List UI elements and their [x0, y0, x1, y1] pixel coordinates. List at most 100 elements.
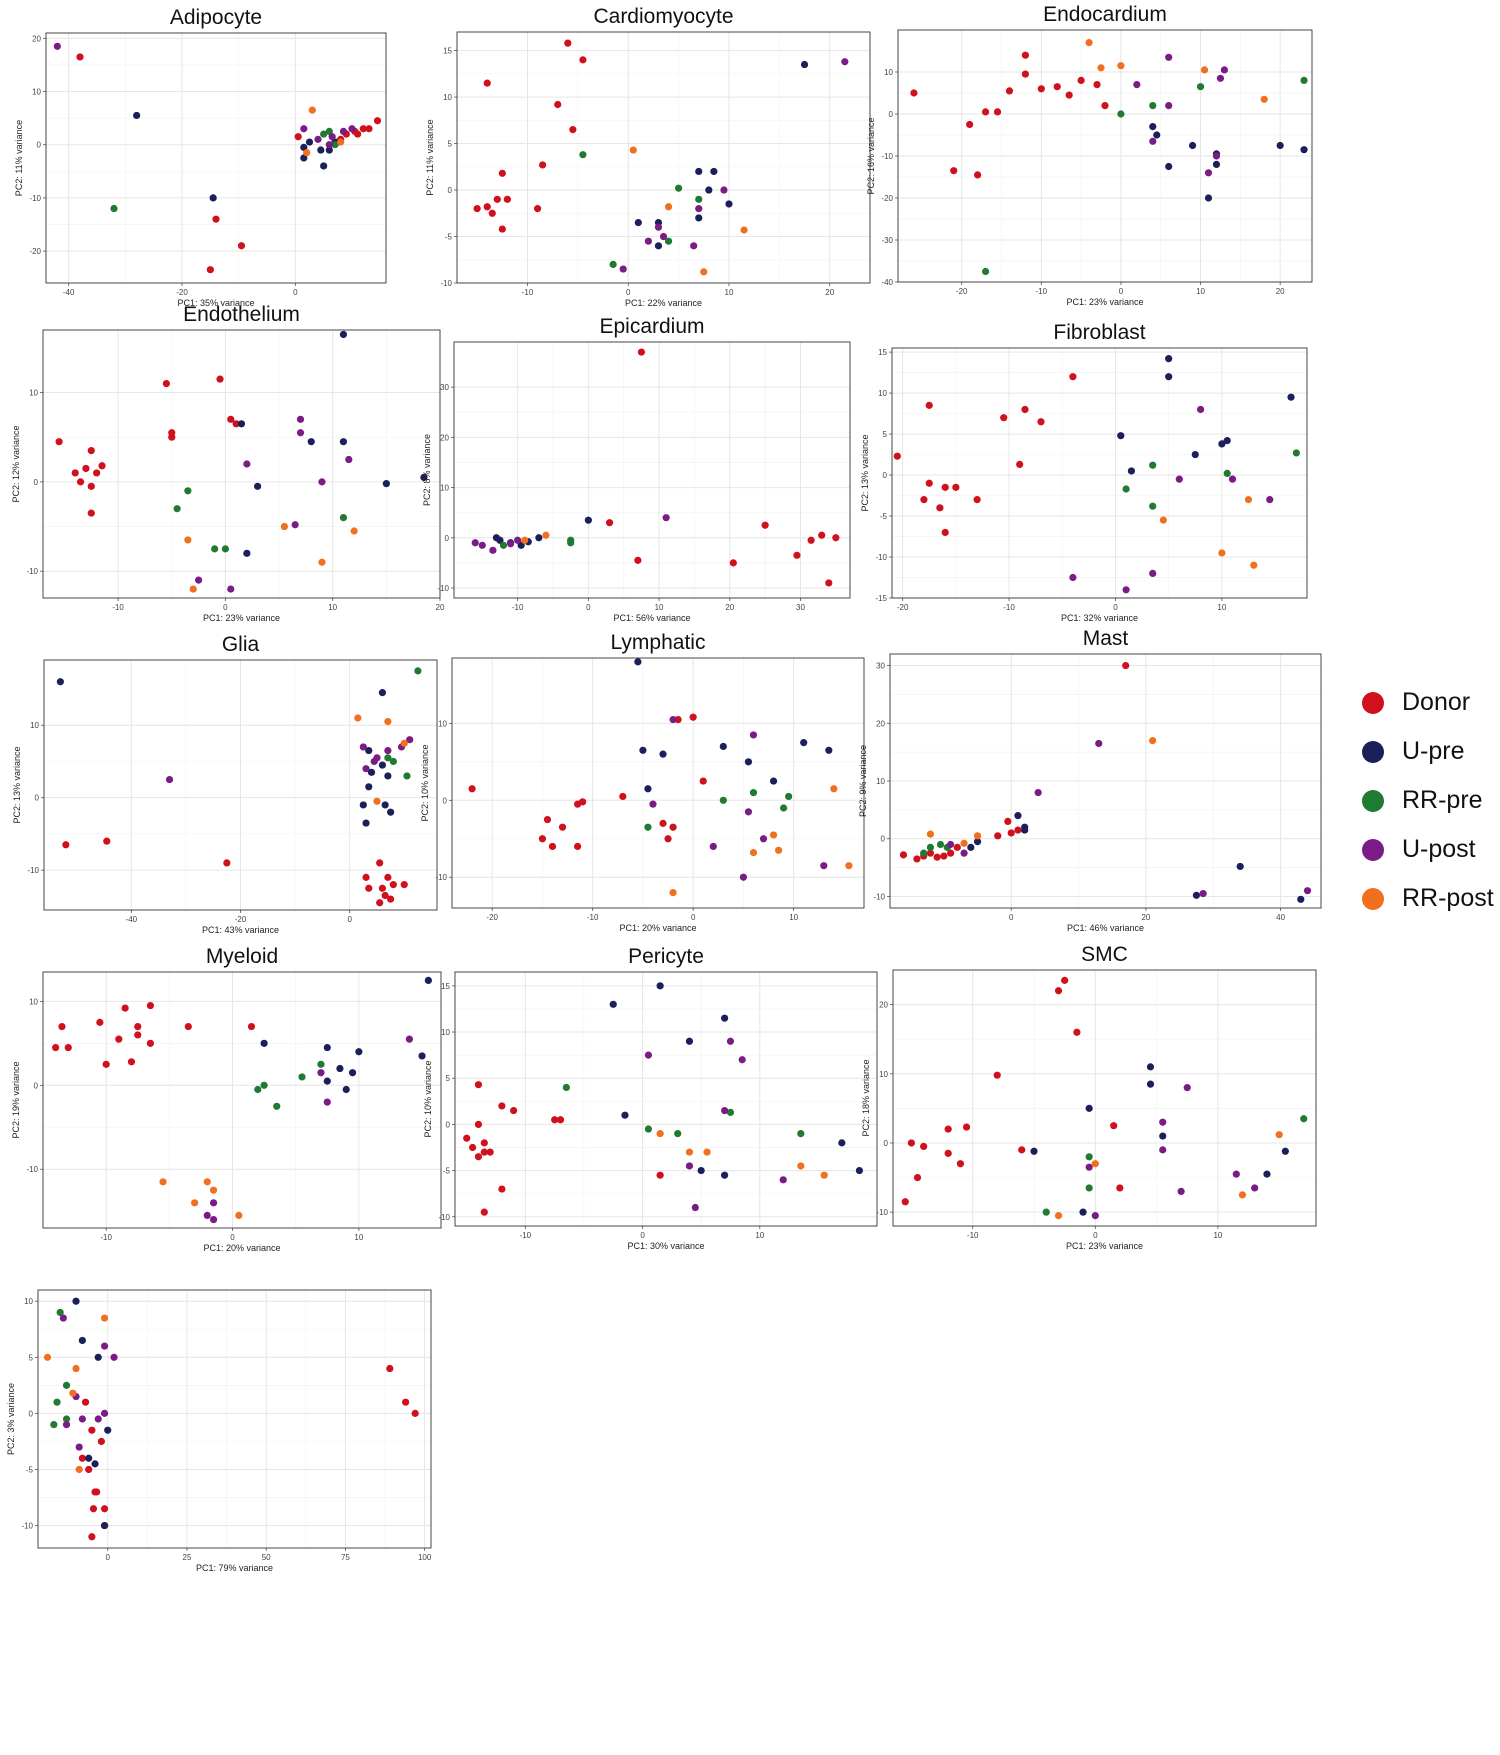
point-upost: [1034, 788, 1042, 797]
point-donor: [227, 415, 235, 423]
point-upost: [300, 125, 308, 133]
point-donor: [944, 1125, 952, 1133]
point-donor: [993, 108, 1002, 116]
point-upre: [685, 1037, 694, 1045]
point-rrpre: [981, 267, 990, 276]
x-axis-label: PC1: 30% variance: [627, 1241, 704, 1251]
point-donor: [1037, 418, 1045, 426]
point-upre: [710, 167, 718, 176]
point-donor: [899, 851, 908, 859]
point-upre: [634, 218, 642, 227]
point-donor: [925, 401, 933, 409]
point-donor: [1016, 460, 1024, 468]
y-axis-label: PC2: 13% variance: [12, 746, 22, 823]
point-donor: [533, 205, 542, 213]
panel-border: [454, 971, 878, 1227]
point-upost: [471, 539, 479, 547]
tick-label-y: 0: [884, 1139, 889, 1148]
point-rrpost: [191, 1199, 199, 1207]
y-axis-label: PC2: 11% variance: [425, 119, 435, 195]
point-rrpost: [209, 1186, 218, 1194]
point-rrpre: [221, 545, 230, 553]
point-rrpre: [62, 1415, 71, 1423]
point-upre: [695, 167, 703, 176]
point-upre: [1297, 895, 1305, 903]
tick-label-x: 20: [436, 603, 445, 612]
point-rrpre: [1292, 449, 1300, 457]
point-donor: [212, 215, 220, 223]
point-rrpost: [926, 830, 935, 838]
point-donor: [354, 130, 362, 138]
tick-label-y: 15: [443, 47, 452, 56]
tick-label-y: 20: [32, 34, 41, 43]
point-donor: [1000, 414, 1008, 422]
point-upre: [639, 746, 647, 754]
point-donor: [58, 1022, 66, 1031]
point-donor: [993, 1071, 1001, 1079]
point-rrpost: [830, 785, 838, 793]
tick-label-y: -10: [873, 892, 885, 901]
x-axis-label: PC1: 35% variance: [177, 298, 254, 308]
x-axis-label: PC1: 20% variance: [619, 923, 696, 933]
tick-label-x: -10: [100, 1233, 112, 1242]
point-upost: [690, 242, 698, 250]
point-rrpost: [354, 714, 362, 722]
point-rrpre: [1122, 485, 1130, 493]
legend-item-rr-post: RR-post: [1358, 882, 1498, 931]
point-rrpre: [254, 1085, 262, 1094]
point-rrpost: [203, 1178, 211, 1186]
point-donor: [901, 1198, 909, 1206]
point-donor: [674, 715, 682, 724]
panel-title: SMC: [1081, 943, 1128, 966]
point-upre: [362, 819, 370, 827]
tick-label-y: 20: [879, 1001, 888, 1010]
point-rrpre: [414, 667, 422, 675]
point-rrpost: [318, 558, 326, 566]
tick-label-y: 10: [879, 1070, 888, 1079]
point-upost: [759, 835, 768, 843]
point-rrpre: [403, 772, 411, 780]
point-rrpost: [664, 203, 673, 211]
point-rrpre: [926, 843, 935, 851]
legend-swatch-rr-pre: [1362, 790, 1384, 812]
point-donor: [556, 1116, 565, 1124]
point-upre: [721, 1014, 729, 1022]
point-rrpost: [75, 1465, 83, 1474]
y-axis-label: PC2: 18% variance: [861, 1059, 871, 1136]
y-axis-label: PC2: 16% variance: [866, 117, 876, 194]
point-upost: [1149, 569, 1157, 578]
point-upost: [1175, 475, 1183, 483]
point-upre: [697, 1166, 705, 1175]
point-upre: [85, 1454, 93, 1462]
tick-label-y: 30: [440, 383, 449, 392]
point-rrpre: [1223, 469, 1231, 478]
point-upost: [75, 1443, 83, 1451]
point-upre: [800, 60, 809, 69]
plot-area: [38, 1290, 431, 1548]
point-upre: [719, 742, 727, 751]
point-rrpost: [685, 1148, 694, 1156]
point-upre: [609, 1000, 617, 1008]
point-upost: [1159, 1146, 1167, 1154]
point-upost: [62, 1421, 71, 1429]
point-rrpost: [69, 1389, 77, 1397]
point-upre: [1165, 373, 1173, 381]
point-upost: [709, 842, 717, 851]
point-rrpost: [350, 527, 358, 535]
point-donor: [574, 842, 582, 851]
point-upre: [517, 541, 525, 549]
point-upre: [1204, 194, 1213, 202]
tick-label-y: 0: [881, 835, 886, 844]
point-upost: [59, 1314, 67, 1322]
panel-smc: -10 0 10 -10 0 10 20 SMC PC1: 23% variance PC2: 1…: [861, 943, 1317, 1251]
point-rrpre: [273, 1102, 281, 1110]
point-upre: [855, 1166, 864, 1175]
point-rrpre: [1149, 461, 1157, 469]
plot-area: [457, 32, 870, 283]
tick-label-y: 10: [440, 484, 449, 493]
point-donor: [93, 469, 101, 477]
point-rrpre: [50, 1421, 58, 1429]
tick-label-y: 10: [30, 721, 39, 730]
point-rrpost: [72, 1364, 80, 1373]
tick-label-y: -10: [881, 152, 893, 161]
